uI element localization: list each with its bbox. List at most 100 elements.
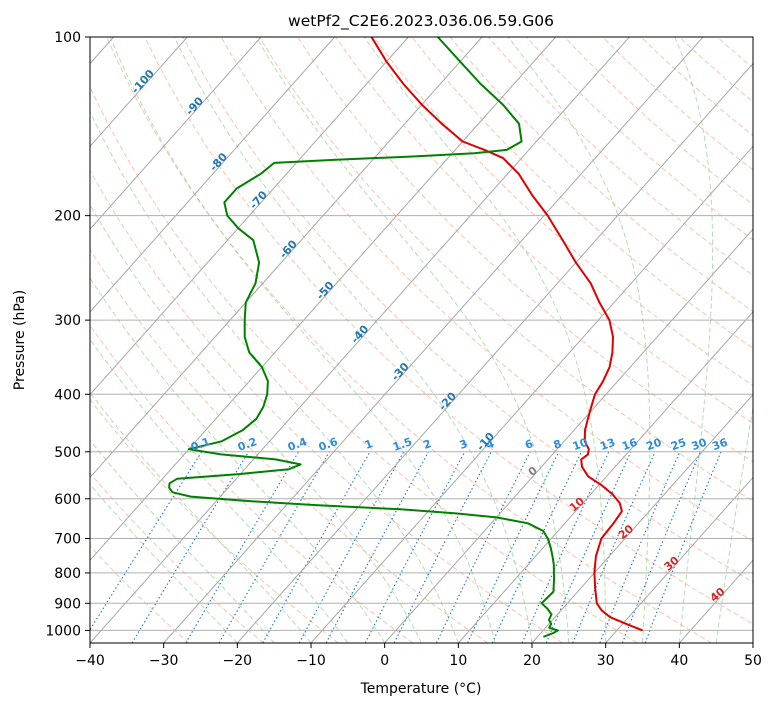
dry-adiabat-label: -60 bbox=[277, 237, 300, 261]
mixing-ratio-line bbox=[298, 451, 405, 643]
mixing-ratio-line bbox=[364, 451, 466, 643]
mixing-ratio-line bbox=[90, 451, 203, 631]
mixing-ratio-line bbox=[466, 451, 560, 643]
x-tick-label: 40 bbox=[670, 653, 688, 669]
dry-adiabat-label: -50 bbox=[314, 279, 337, 303]
moist-adiabat bbox=[90, 439, 275, 643]
isotherm-line bbox=[752, 642, 753, 643]
mixing-ratio-label: 0.4 bbox=[286, 435, 309, 454]
dry-adiabat bbox=[640, 37, 753, 137]
isotherm-line bbox=[605, 476, 753, 643]
y-tick-label: 1000 bbox=[45, 623, 81, 639]
x-tick-label: −10 bbox=[296, 653, 326, 669]
dry-adiabat bbox=[144, 37, 753, 625]
moist-adiabat bbox=[674, 37, 714, 643]
isotherm-line bbox=[90, 37, 557, 561]
mixing-ratio-line bbox=[644, 451, 722, 643]
dry-adiabat-label: -40 bbox=[348, 322, 371, 346]
dry-adiabat-label: -70 bbox=[247, 188, 270, 212]
mixing-ratio-line bbox=[491, 451, 582, 643]
dry-adiabat bbox=[373, 37, 753, 387]
background-lines bbox=[90, 37, 753, 643]
dry-adiabat-label: -20 bbox=[436, 389, 459, 413]
mixing-ratio-label: 0.6 bbox=[317, 435, 340, 454]
mixing-ratio-label: 1.5 bbox=[391, 435, 414, 454]
isotherm-line bbox=[90, 37, 336, 313]
moist-adiabat bbox=[90, 391, 312, 643]
isotherm-line bbox=[531, 393, 753, 643]
y-tick-label: 700 bbox=[54, 532, 81, 548]
isotherm-line bbox=[236, 62, 753, 643]
dry-adiabat bbox=[487, 37, 753, 277]
mixing-ratio-label: 8 bbox=[552, 437, 564, 452]
moist-adiabat bbox=[363, 37, 607, 643]
mixing-ratio-line bbox=[185, 451, 300, 643]
dry-adiabat bbox=[90, 545, 190, 643]
mixing-ratio-label: 0.2 bbox=[236, 435, 259, 454]
plot-frame bbox=[89, 36, 754, 644]
x-tick-label: 20 bbox=[523, 653, 541, 669]
dry-adiabat bbox=[90, 248, 488, 643]
y-tick-label: 400 bbox=[54, 387, 81, 403]
line-labels: -100-90-80-70-60-50-40-30-20-10010203040… bbox=[129, 67, 730, 605]
moist-adiabat bbox=[90, 277, 386, 643]
x-tick-label: −40 bbox=[75, 653, 105, 669]
dry-adiabat-label: -100 bbox=[129, 67, 157, 96]
mixing-ratio-label: 6 bbox=[523, 437, 535, 452]
dry-adiabat bbox=[220, 37, 753, 542]
mixing-ratio-label: 1 bbox=[363, 437, 375, 452]
dry-adiabat bbox=[90, 472, 264, 643]
x-axis-ticks: −40 −30 −20 −10 0 10 20 30 40 50 bbox=[75, 643, 762, 669]
mixing-ratio-line bbox=[218, 451, 330, 643]
isotherm-line bbox=[90, 37, 409, 396]
chart-title: wetPf2_C2E6.2023.036.06.59.G06 bbox=[288, 12, 554, 31]
x-tick-label: 10 bbox=[449, 653, 467, 669]
mixing-ratio-line bbox=[572, 451, 656, 643]
y-tick-label: 100 bbox=[54, 30, 81, 46]
dry-adiabat bbox=[90, 398, 339, 643]
isotherm-line bbox=[163, 37, 704, 643]
mixing-ratio-label: 30 bbox=[690, 436, 709, 454]
moist-adiabat bbox=[255, 37, 570, 643]
isotherm-line bbox=[90, 37, 630, 643]
moist-adiabat bbox=[715, 404, 753, 643]
dry-adiabat bbox=[526, 37, 753, 241]
mixing-ratio-label: 25 bbox=[669, 436, 688, 453]
isotherm-line bbox=[678, 559, 753, 643]
temperature-line bbox=[370, 37, 643, 632]
x-axis-label: Temperature (°C) bbox=[360, 681, 482, 697]
isotherm-line bbox=[310, 145, 753, 643]
moist-adiabat bbox=[752, 639, 753, 643]
mixing-ratio-label: 16 bbox=[620, 436, 639, 454]
mixing-ratio-line bbox=[131, 451, 250, 643]
isotherm-line bbox=[90, 37, 262, 230]
mixing-ratio-line bbox=[435, 451, 531, 643]
dry-adiabat bbox=[678, 37, 753, 103]
mixing-ratio-label: 2 bbox=[421, 437, 433, 452]
mixing-ratio-label: 4 bbox=[484, 437, 496, 452]
dry-adiabat bbox=[90, 169, 563, 643]
dewpoint-line bbox=[168, 37, 559, 638]
y-tick-label: 900 bbox=[54, 596, 81, 612]
mixing-ratio-line bbox=[262, 451, 371, 643]
y-tick-label: 300 bbox=[54, 313, 81, 329]
isotherm-line bbox=[384, 228, 753, 643]
profile-lines bbox=[168, 37, 643, 638]
dry-adiabat bbox=[411, 37, 753, 349]
moist-adiabat-label: 40 bbox=[708, 585, 728, 605]
moist-adiabat-label: 20 bbox=[616, 522, 636, 542]
moist-adiabat bbox=[90, 110, 459, 643]
moist-adiabat bbox=[109, 37, 496, 643]
dry-adiabat bbox=[106, 37, 712, 643]
mixing-ratio-label: 0.1 bbox=[189, 435, 212, 454]
mixing-ratio-label: 13 bbox=[598, 436, 617, 453]
y-tick-label: 800 bbox=[54, 566, 81, 582]
dry-adiabat-label: -80 bbox=[207, 150, 230, 174]
mixing-ratio-label: 3 bbox=[458, 437, 470, 452]
isotherm-line bbox=[90, 37, 483, 479]
y-axis-label: Pressure (hPa) bbox=[12, 290, 28, 390]
mixing-ratio-label: 20 bbox=[645, 436, 664, 454]
moist-adiabat bbox=[173, 37, 533, 643]
x-tick-label: −20 bbox=[223, 653, 253, 669]
